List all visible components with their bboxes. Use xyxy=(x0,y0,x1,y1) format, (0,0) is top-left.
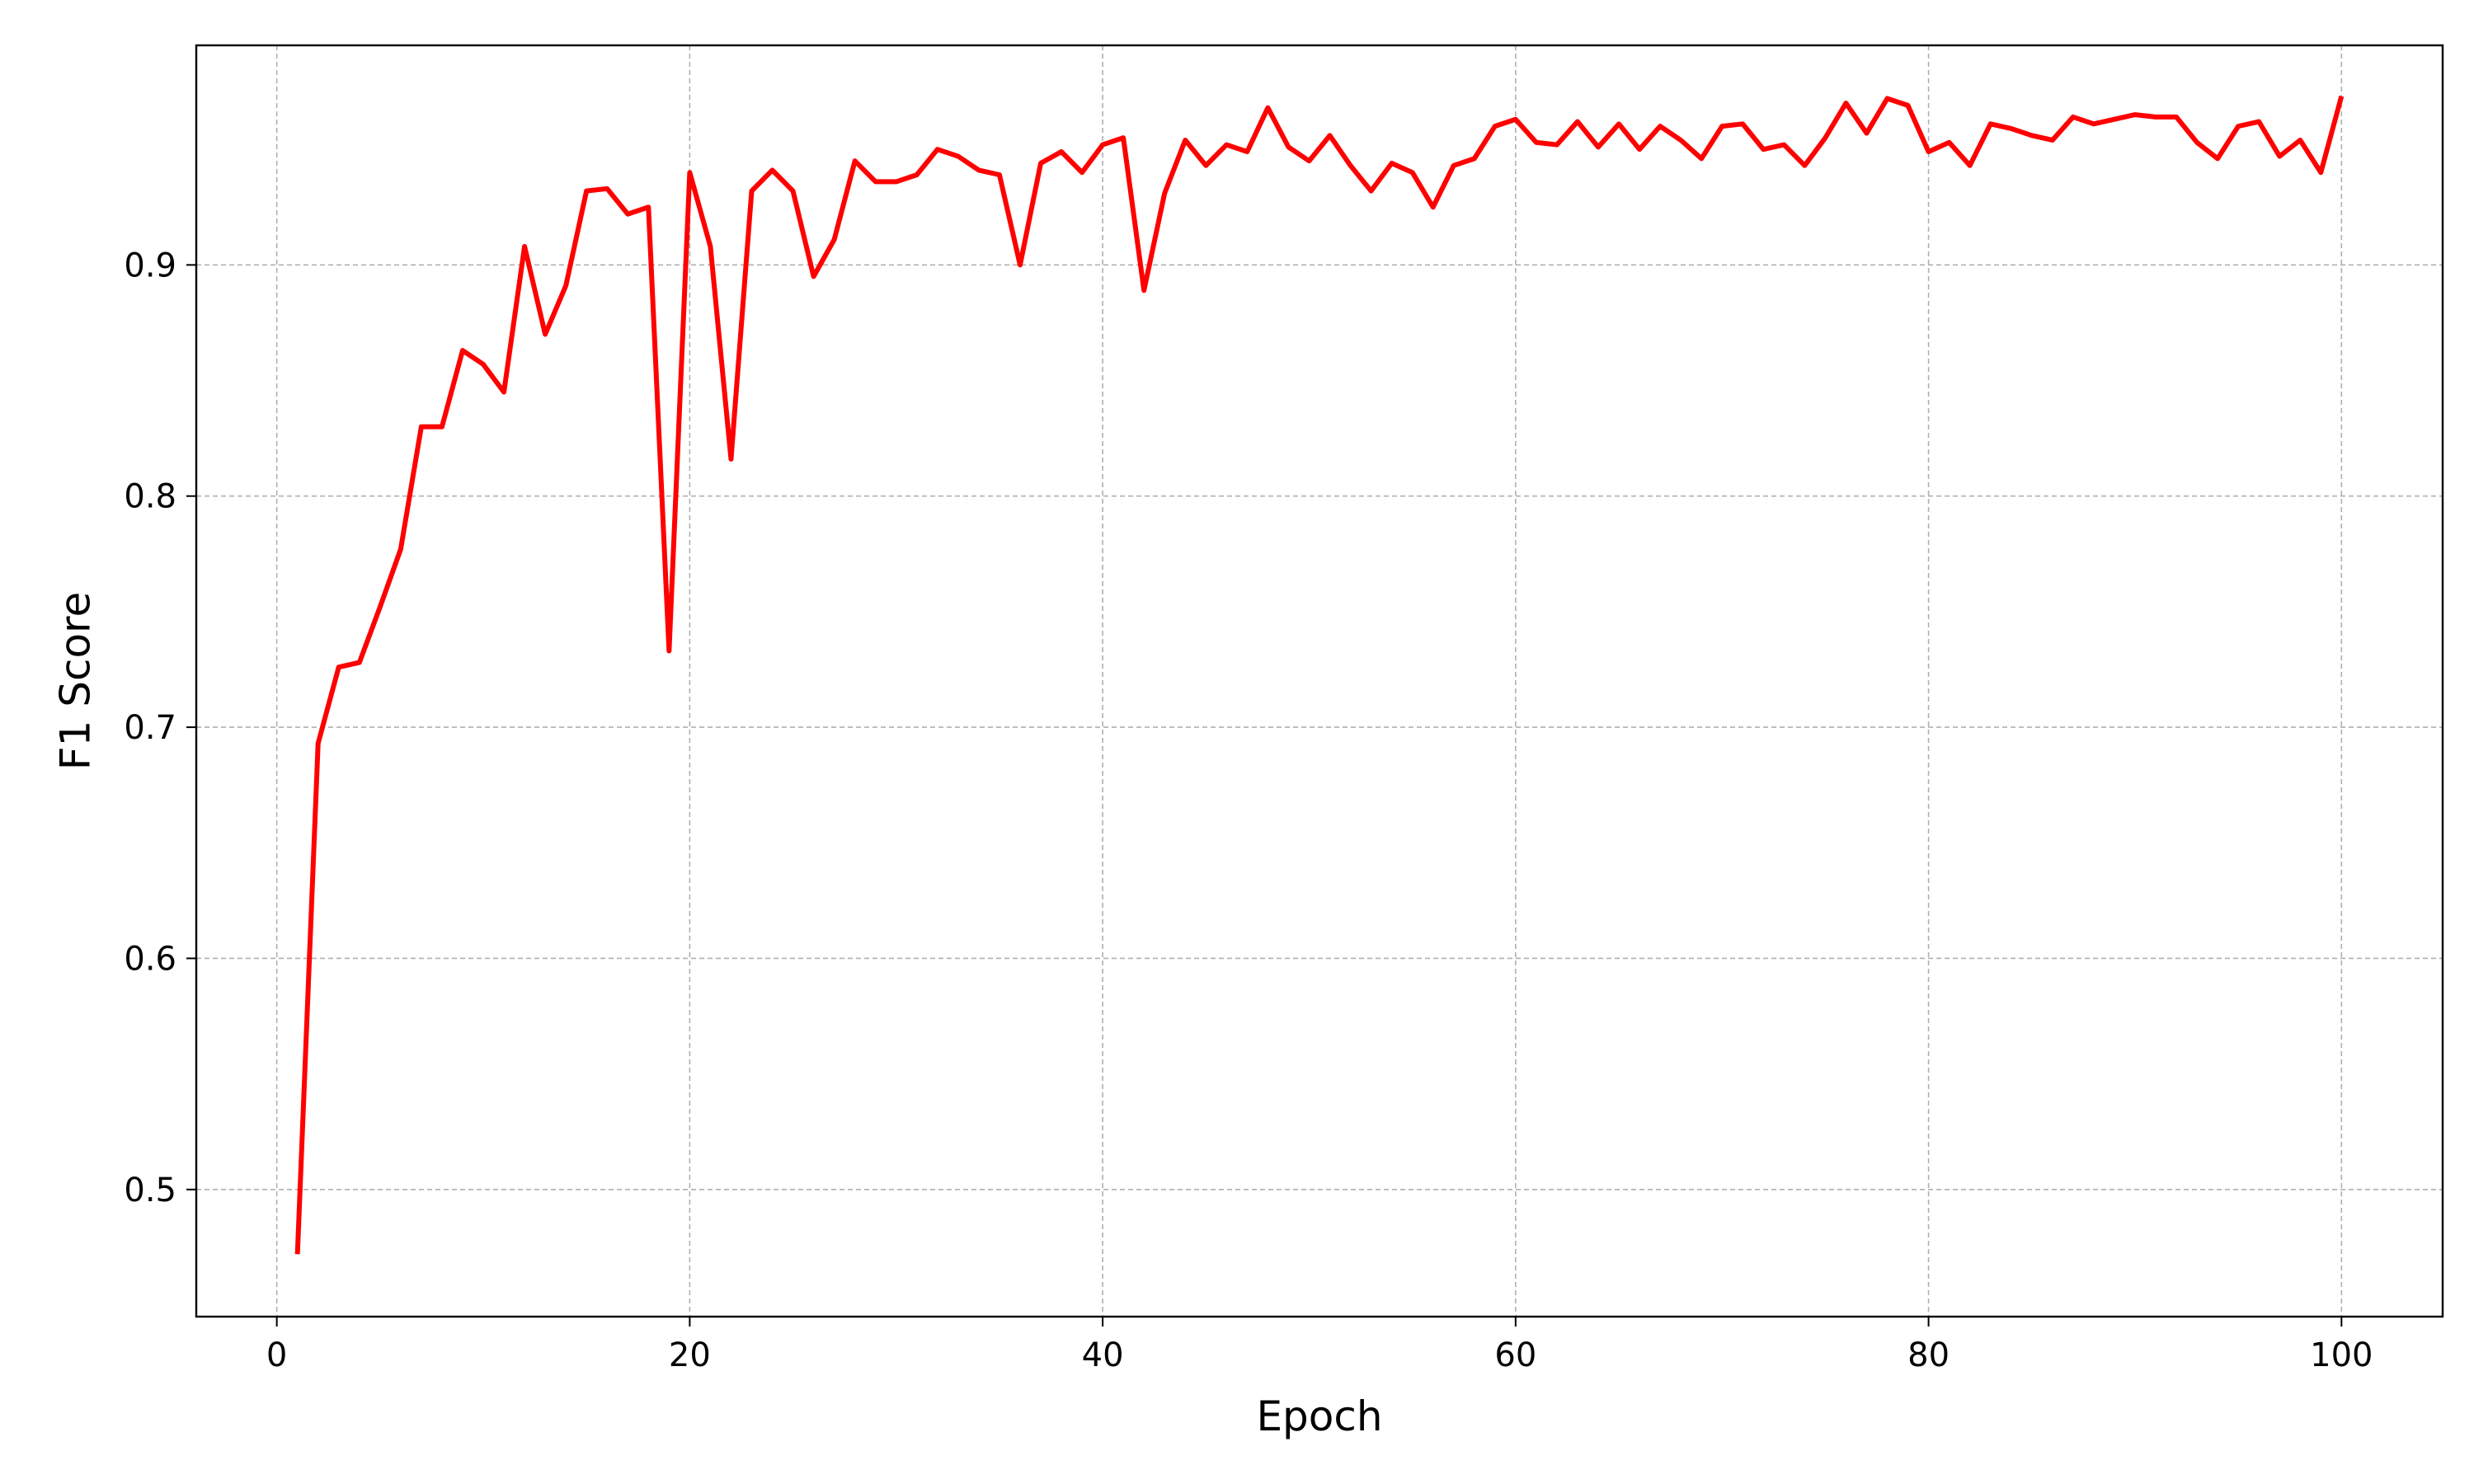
series-line xyxy=(294,95,2345,1255)
plot-frame xyxy=(195,44,2444,1318)
y-tick-label: 0.7 xyxy=(124,709,176,747)
x-axis-title: Epoch xyxy=(1256,1392,1382,1440)
series-layer xyxy=(294,95,2345,1255)
x-tick-label: 80 xyxy=(1907,1336,1950,1374)
y-tick-label: 0.8 xyxy=(124,478,176,516)
y-tick-label: 0.5 xyxy=(124,1172,176,1209)
y-tick-label: 0.9 xyxy=(124,247,176,284)
grid xyxy=(196,45,2443,1317)
axis-ticks: 0 20 40 60 80 100 0.5 0.6 0.7 0.8 0.9 xyxy=(124,247,2373,1374)
x-tick-label: 0 xyxy=(266,1336,287,1374)
y-tick-label: 0.6 xyxy=(124,940,176,978)
x-tick-label: 60 xyxy=(1494,1336,1536,1374)
x-tick-label: 100 xyxy=(2310,1336,2373,1374)
y-axis-title: F1 Score xyxy=(52,592,100,771)
x-tick-label: 20 xyxy=(669,1336,711,1374)
x-tick-label: 40 xyxy=(1082,1336,1124,1374)
